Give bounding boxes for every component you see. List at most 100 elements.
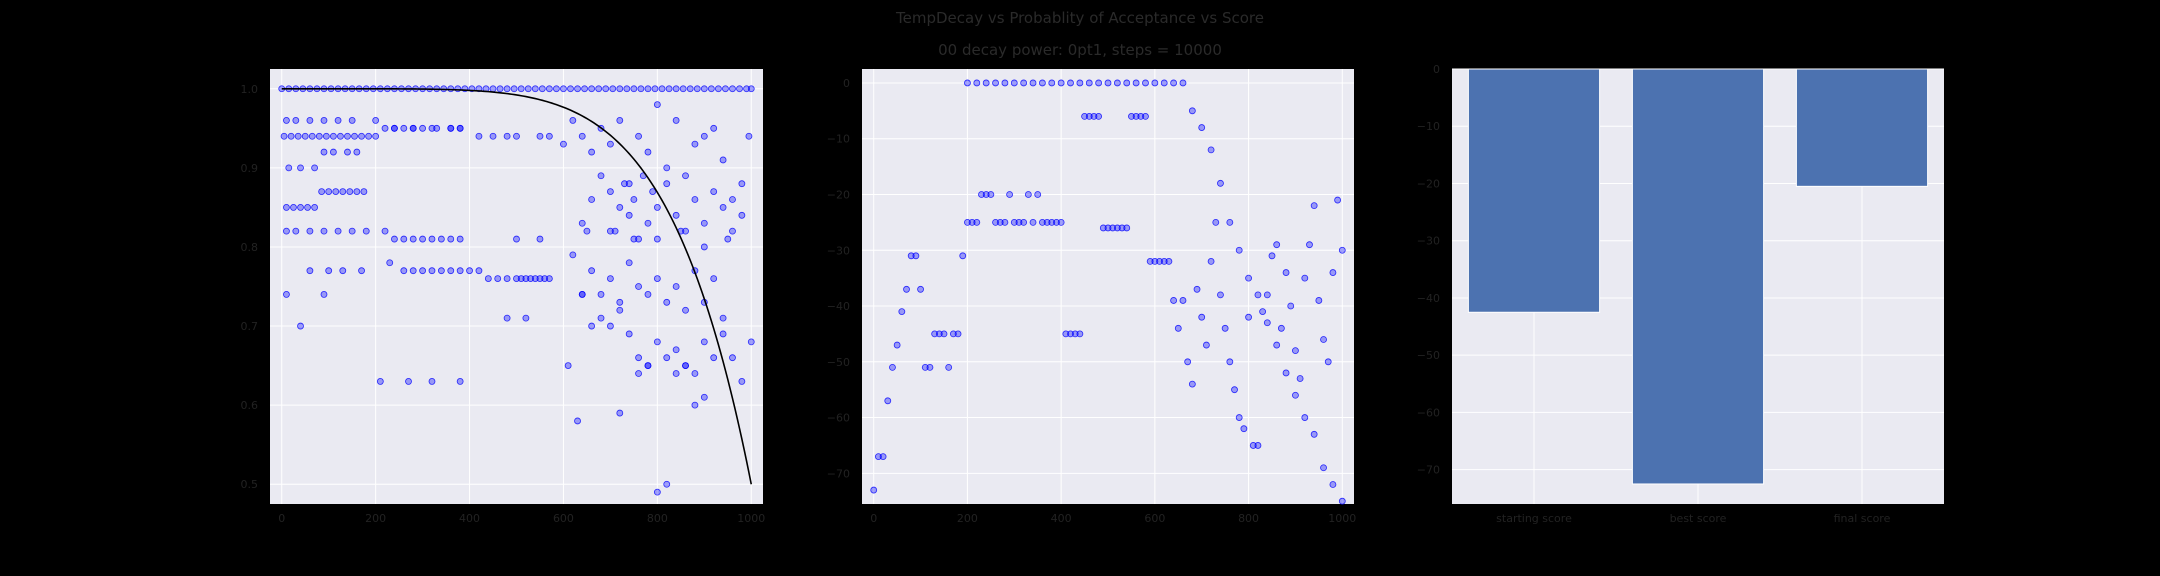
scatter-point xyxy=(1029,79,1037,87)
scatter-point xyxy=(700,393,708,401)
scatter-series xyxy=(283,188,368,211)
scatter-point xyxy=(489,132,497,140)
y-tick-label: −60 xyxy=(827,412,850,425)
scatter-point xyxy=(663,180,671,188)
scatter-point xyxy=(1039,218,1046,226)
scatter-point xyxy=(630,196,638,203)
scatter-point xyxy=(625,180,633,188)
scatter-point xyxy=(560,140,567,148)
scatter-point xyxy=(1015,218,1023,226)
y-tick-label: 1.0 xyxy=(241,83,259,96)
scatter-point xyxy=(1235,246,1243,254)
scatter-point xyxy=(1160,258,1168,265)
figure-title: TempDecay vs Probablity of Acceptance vs… xyxy=(896,9,1264,27)
scatter-point xyxy=(607,322,614,330)
scatter-point xyxy=(466,267,473,275)
scatter-point xyxy=(419,124,426,132)
scatter-point xyxy=(611,227,619,235)
scatter-point xyxy=(428,235,436,243)
scatter-point xyxy=(1203,341,1210,349)
scatter-point xyxy=(1010,79,1018,87)
scatter-point xyxy=(1057,79,1065,87)
scatter-point xyxy=(409,124,417,132)
scatter-point xyxy=(372,132,380,140)
scatter-point xyxy=(1020,218,1028,226)
scatter-point xyxy=(1226,358,1234,366)
scatter-point xyxy=(745,132,753,140)
x-tick-label: starting score xyxy=(1496,512,1572,525)
scatter-point xyxy=(736,85,743,93)
scatter-point xyxy=(1310,430,1318,438)
scatter-point xyxy=(1118,224,1126,232)
scatter-point xyxy=(1024,191,1032,198)
scatter-point xyxy=(710,124,718,132)
scatter-point xyxy=(1001,218,1009,226)
scatter-series xyxy=(278,85,755,93)
scatter-series xyxy=(964,79,1346,505)
scatter-point xyxy=(644,85,652,93)
scatter-point xyxy=(489,85,497,93)
scatter-point xyxy=(1043,218,1051,226)
x-tick-label: 800 xyxy=(647,512,668,525)
scatter-point xyxy=(616,85,624,93)
scatter-point xyxy=(959,252,967,260)
scatter-series xyxy=(870,113,1346,494)
scatter-point xyxy=(607,140,614,148)
scatter-point xyxy=(447,124,455,132)
scatter-point xyxy=(1128,113,1135,120)
scatter-point xyxy=(513,275,520,282)
scatter-point xyxy=(545,85,553,93)
scatter-point xyxy=(1034,191,1042,198)
scatter-point xyxy=(588,85,596,93)
scatter-point xyxy=(581,85,588,93)
scatter-point xyxy=(1067,330,1074,338)
scatter-point xyxy=(700,338,708,346)
scatter-point xyxy=(1277,324,1285,332)
scatter-point xyxy=(332,188,340,195)
x-tick-label: 600 xyxy=(1144,512,1165,525)
scatter-point xyxy=(376,378,384,385)
scatter-point xyxy=(578,291,586,298)
scatter-point xyxy=(691,401,699,409)
scatter-point xyxy=(569,117,577,124)
x-tick-label: 400 xyxy=(1051,512,1072,525)
scatter-point xyxy=(607,227,614,235)
scatter-point xyxy=(517,275,525,282)
scatter-point xyxy=(898,308,906,315)
scatter-point xyxy=(1137,113,1145,120)
scatter-point xyxy=(536,235,544,243)
scatter-point xyxy=(1142,79,1149,87)
scatter-point xyxy=(738,211,746,219)
scatter-point xyxy=(921,363,929,371)
scatter-point xyxy=(635,283,642,290)
scatter-point xyxy=(884,397,892,405)
scatter-series xyxy=(280,101,753,203)
x-tick-label: 1000 xyxy=(1328,512,1356,525)
scatter-point xyxy=(447,235,455,243)
scatter-point xyxy=(1081,113,1088,120)
scatter-point xyxy=(433,124,441,132)
scatter-point xyxy=(1282,269,1290,276)
scatter-point xyxy=(707,85,715,93)
scatter-point xyxy=(926,363,934,371)
scatter-point xyxy=(456,235,464,243)
scatter-point xyxy=(663,354,671,362)
scatter-point xyxy=(301,132,309,140)
scatter-point xyxy=(1076,79,1084,87)
scatter-point xyxy=(982,191,990,198)
scatter-point xyxy=(524,85,532,93)
scatter-point xyxy=(344,132,351,140)
scatter-point xyxy=(1301,414,1309,421)
scatter-point xyxy=(538,85,546,93)
scatter-point xyxy=(931,330,939,338)
scatter-point xyxy=(494,275,502,282)
y-tick-label: 0 xyxy=(843,77,850,90)
scatter-point xyxy=(625,330,633,338)
scatter-point xyxy=(1113,79,1121,87)
scatter-point xyxy=(663,164,671,172)
scatter-point xyxy=(297,164,304,172)
scatter-point xyxy=(290,204,297,211)
scatter-point xyxy=(747,338,755,346)
y-tick-label: −40 xyxy=(827,300,850,313)
scatter-point xyxy=(297,322,304,330)
